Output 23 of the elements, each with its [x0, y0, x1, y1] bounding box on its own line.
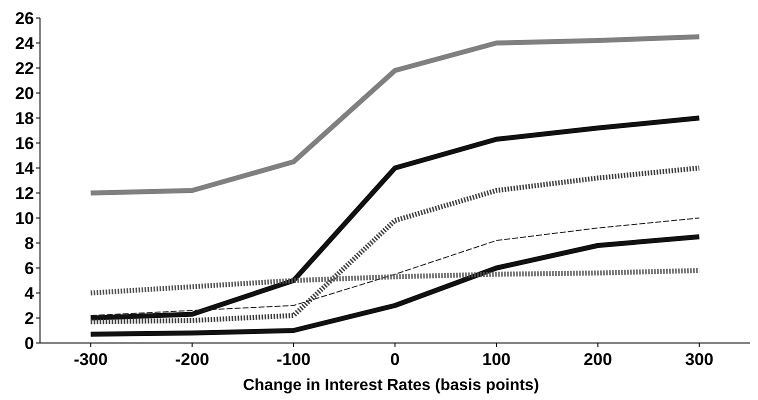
- y-tick-label: 4: [24, 284, 35, 303]
- x-tick-label: 100: [482, 350, 511, 369]
- y-tick-label: 2: [24, 308, 34, 328]
- x-tick-label: 300: [685, 350, 714, 369]
- y-tick-label: 14: [15, 158, 35, 178]
- line-series: [90, 218, 700, 316]
- y-tick-label: 18: [15, 108, 34, 128]
- x-tick-label: -300: [74, 350, 108, 369]
- y-tick-label: 24: [15, 34, 35, 53]
- y-tick-label: 6: [24, 258, 34, 278]
- y-tick-label: 26: [15, 8, 34, 28]
- x-axis-title: Change in Interest Rates (basis points): [242, 377, 540, 394]
- y-tick-label: 8: [24, 234, 34, 253]
- x-tick-label: 200: [584, 350, 612, 369]
- y-tick-label: 20: [15, 84, 34, 103]
- y-tick-label: 22: [15, 58, 34, 78]
- y-tick-label: 0: [24, 334, 34, 353]
- y-tick-label: 10: [15, 208, 34, 228]
- x-tick-label: -100: [276, 350, 311, 369]
- x-tick-label: -200: [175, 350, 210, 369]
- y-tick-label: 16: [15, 134, 34, 153]
- x-tick-label: 0: [390, 350, 400, 369]
- y-tick-label: 12: [15, 184, 34, 203]
